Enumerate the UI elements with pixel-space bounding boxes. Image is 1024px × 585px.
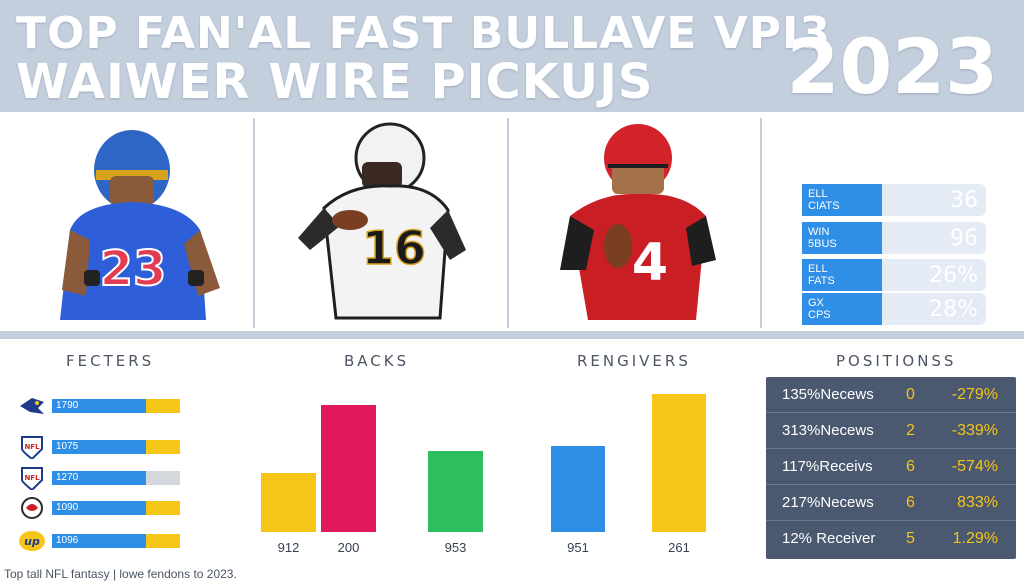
position-name: 117%Receivs xyxy=(782,458,873,475)
player-1-image: 23 xyxy=(60,130,220,320)
section-title-rengivers: RENGIVERS xyxy=(577,352,691,370)
team-row: NFL 1075 xyxy=(18,435,180,459)
bar-953 xyxy=(428,451,483,532)
panel-divider xyxy=(760,118,762,328)
team-accent-bar xyxy=(146,501,180,515)
team-value: 1090 xyxy=(52,501,146,515)
nfl-shield-icon: NFL xyxy=(21,467,43,490)
team-accent-bar xyxy=(146,534,180,548)
stat-value: 96 xyxy=(950,226,978,251)
table-row: 12% Receiver 5 1.29% xyxy=(766,521,1016,557)
svg-text:NFL: NFL xyxy=(24,443,40,451)
team-accent-bar xyxy=(146,440,180,454)
title-line-1: TOP FAN'AL FAST BULLAVE VPI3 xyxy=(16,8,831,59)
up-logo-icon: up xyxy=(19,531,45,551)
stat-row: ELL FATS 26% xyxy=(802,259,986,291)
position-change: 833% xyxy=(957,494,998,511)
position-count: 6 xyxy=(906,458,915,475)
bar-261 xyxy=(652,394,706,532)
position-change: -339% xyxy=(951,422,998,439)
stat-value: 26% xyxy=(929,263,978,288)
position-count: 6 xyxy=(906,494,915,511)
stat-label: WIN 5BUS xyxy=(802,222,882,254)
bar-912 xyxy=(261,473,316,532)
panel-divider xyxy=(507,118,509,328)
jersey-number: 23 xyxy=(100,241,167,297)
player-2-image: 16 xyxy=(298,122,466,320)
team-row: NFL 1270 xyxy=(18,466,180,490)
header-banner: TOP FAN'AL FAST BULLAVE VPI3 WAIWER WIRE… xyxy=(0,0,1024,112)
position-change: -279% xyxy=(951,386,998,403)
position-count: 0 xyxy=(906,386,915,403)
bird-logo-icon xyxy=(20,398,44,414)
team-row: up 1096 xyxy=(18,529,180,553)
bar-label: 200 xyxy=(337,540,360,555)
position-name: 12% Receiver xyxy=(782,530,876,547)
jersey-number: 4 xyxy=(632,233,668,293)
team-accent-bar xyxy=(146,399,180,413)
section-title-backs: BACKS xyxy=(344,352,410,370)
bar-200 xyxy=(321,405,376,532)
stat-row: ELL CIATS 36 xyxy=(802,184,986,216)
team-value: 1790 xyxy=(52,399,146,413)
stat-label: GX CPS xyxy=(802,293,882,325)
position-change: -574% xyxy=(951,458,998,475)
positions-table: 135%Necews 0 -279% 313%Necews 2 -339% 11… xyxy=(766,377,1016,559)
stat-row: GX CPS 28% xyxy=(802,293,986,325)
panel-divider xyxy=(253,118,255,328)
table-row: 117%Receivs 6 -574% xyxy=(766,449,1016,485)
section-title-fecters: FECTERS xyxy=(66,352,155,370)
player-3-image: 4 xyxy=(560,124,716,320)
position-count: 2 xyxy=(906,422,915,439)
position-name: 313%Necews xyxy=(782,422,874,439)
footer-note: Top tall NFL fantasy | lowe fendons to 2… xyxy=(4,567,237,581)
stat-label: ELL CIATS xyxy=(802,184,882,216)
team-row: 1090 xyxy=(18,496,180,520)
stat-row: WIN 5BUS 96 xyxy=(802,222,986,254)
svg-text:NFL: NFL xyxy=(24,474,40,482)
year-label: 2023 xyxy=(786,22,998,111)
position-count: 5 xyxy=(906,530,915,547)
team-value: 1096 xyxy=(52,534,146,548)
bar-label: 953 xyxy=(444,540,467,555)
table-row: 135%Necews 0 -279% xyxy=(766,377,1016,413)
team-value: 1075 xyxy=(52,440,146,454)
team-row: 1790 xyxy=(18,394,180,418)
section-divider xyxy=(0,331,1024,339)
team-value: 1270 xyxy=(52,471,146,485)
title-line-2: WAIWER WIRE PICKUJS xyxy=(16,54,654,110)
bar-label: 912 xyxy=(277,540,300,555)
svg-text:up: up xyxy=(24,535,40,548)
position-name: 217%Necews xyxy=(782,494,874,511)
position-name: 135%Necews xyxy=(782,386,874,403)
team-accent-bar xyxy=(146,471,180,485)
stat-value: 28% xyxy=(929,297,978,322)
jersey-shape xyxy=(60,202,206,320)
section-title-positions: POSITIONSS xyxy=(836,352,957,370)
nfl-shield-icon: NFL xyxy=(21,436,43,459)
bar-label: 951 xyxy=(567,540,589,555)
stat-label: ELL FATS xyxy=(802,259,882,291)
jersey-shape xyxy=(570,193,706,320)
table-row: 217%Necews 6 833% xyxy=(766,485,1016,521)
jersey-number: 16 xyxy=(362,221,426,275)
bar-951 xyxy=(551,446,605,532)
stat-value: 36 xyxy=(950,188,978,213)
bar-label: 261 xyxy=(668,540,690,555)
helmet-logo-icon xyxy=(21,497,43,519)
table-row: 313%Necews 2 -339% xyxy=(766,413,1016,449)
position-change: 1.29% xyxy=(952,530,998,547)
